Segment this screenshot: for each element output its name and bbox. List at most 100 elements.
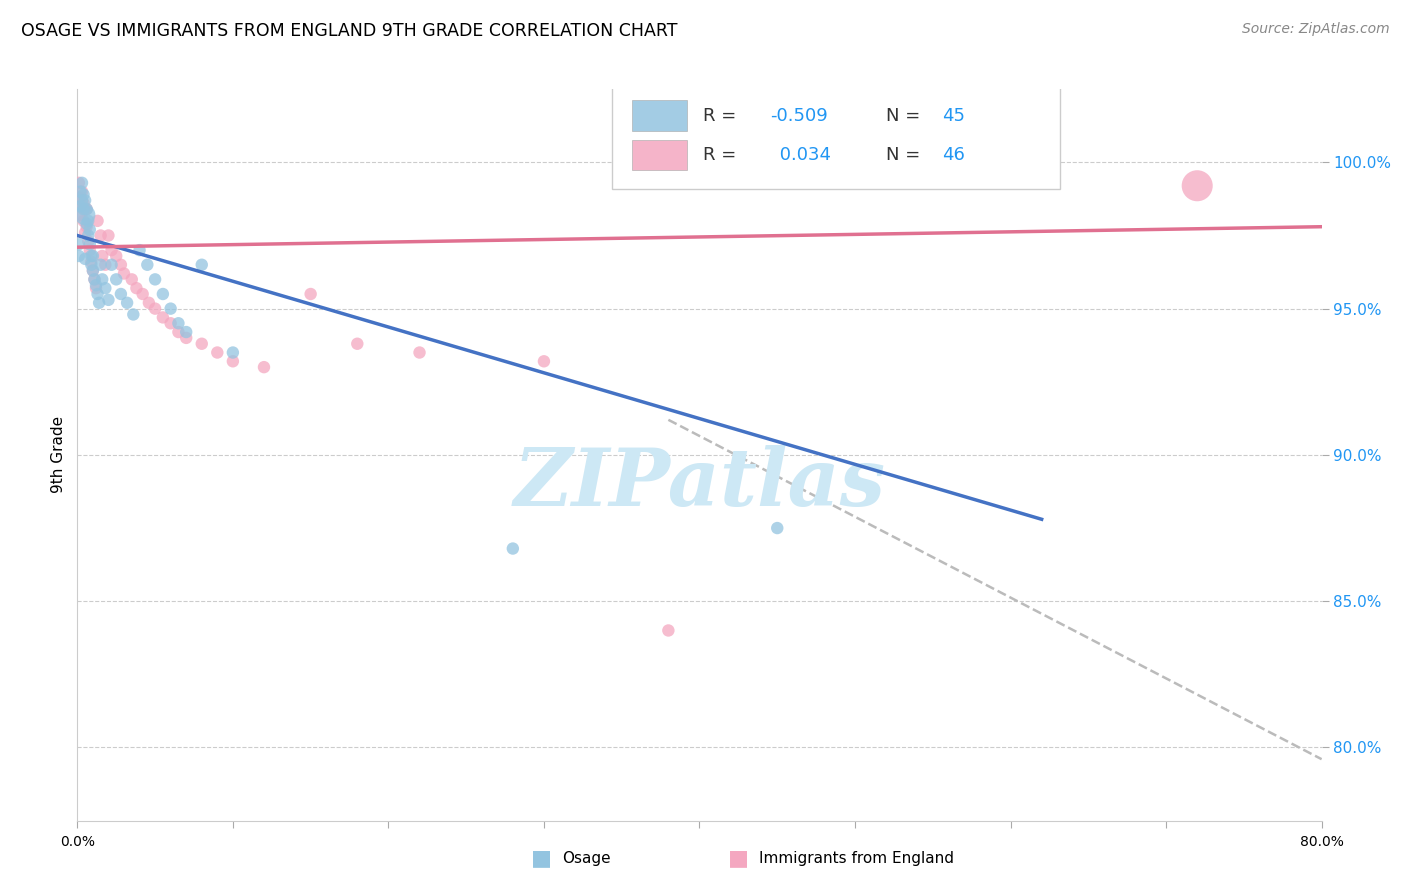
Point (94, 281, 117, 295)
Point (72, 187, 94, 202)
Point (75, 202, 97, 216)
Point (83, 272, 105, 286)
Point (152, 287, 174, 301)
Text: 0.034: 0.034 (775, 146, 831, 164)
Point (657, 624, 679, 638)
Point (97, 228, 120, 243)
Y-axis label: 9th Grade: 9th Grade (51, 417, 66, 493)
Point (79, 243, 101, 257)
Text: N =: N = (886, 146, 927, 164)
Point (70, 194, 93, 208)
Text: ZIPatlas: ZIPatlas (513, 445, 886, 523)
Point (82, 263, 104, 277)
Point (69, 199, 91, 213)
FancyBboxPatch shape (633, 100, 688, 131)
Point (80, 255, 103, 269)
Point (167, 325, 190, 339)
Point (76, 219, 98, 234)
Point (128, 243, 150, 257)
Point (84, 281, 107, 295)
Point (502, 541, 524, 556)
Text: 46: 46 (942, 146, 965, 164)
Text: OSAGE VS IMMIGRANTS FROM ENGLAND 9TH GRADE CORRELATION CHART: OSAGE VS IMMIGRANTS FROM ENGLAND 9TH GRA… (21, 22, 678, 40)
Text: R =: R = (703, 146, 742, 164)
Text: Osage: Osage (562, 851, 612, 865)
Point (159, 301, 181, 316)
Text: ■: ■ (728, 848, 748, 868)
Point (79, 222, 101, 236)
Point (72, 202, 94, 216)
Text: N =: N = (886, 106, 927, 125)
Text: R =: R = (703, 106, 742, 125)
Point (82, 263, 104, 277)
Point (100, 258, 122, 272)
Point (115, 295, 138, 310)
Point (70, 185, 93, 199)
Point (80, 249, 103, 263)
Point (86, 287, 108, 301)
Point (346, 336, 368, 351)
Point (90, 228, 112, 243)
Text: Immigrants from England: Immigrants from England (759, 851, 955, 865)
Point (138, 295, 160, 310)
Point (167, 316, 190, 330)
Point (136, 258, 159, 272)
Point (125, 281, 148, 295)
Point (408, 345, 430, 359)
Point (75, 194, 97, 208)
Text: 80.0%: 80.0% (1299, 835, 1344, 849)
Point (77, 235, 100, 249)
Point (70, 176, 93, 190)
Point (82, 249, 104, 263)
Point (143, 301, 166, 316)
Point (1187, 178, 1209, 193)
Point (77, 228, 100, 243)
Point (112, 267, 135, 281)
Point (80, 258, 103, 272)
Point (253, 360, 276, 375)
Text: -0.509: -0.509 (770, 106, 828, 125)
Point (67, 237, 90, 252)
Point (87, 295, 110, 310)
Point (76, 217, 98, 231)
Point (91, 249, 114, 263)
Point (110, 287, 132, 301)
Point (67, 190, 90, 204)
Text: ■: ■ (531, 848, 551, 868)
Point (191, 336, 214, 351)
Point (90, 258, 112, 272)
Point (174, 325, 197, 339)
Point (110, 258, 132, 272)
Point (152, 310, 174, 325)
Point (299, 287, 322, 301)
Text: 45: 45 (942, 106, 965, 125)
Point (75, 208, 97, 222)
Point (191, 258, 214, 272)
FancyBboxPatch shape (633, 140, 688, 170)
Point (105, 272, 128, 286)
Point (77, 214, 100, 228)
Point (70, 199, 93, 213)
Text: Source: ZipAtlas.com: Source: ZipAtlas.com (1241, 22, 1389, 37)
Point (222, 354, 245, 368)
Point (72, 196, 94, 211)
Point (159, 316, 181, 330)
Point (84, 278, 107, 293)
Point (75, 252, 97, 266)
Point (76, 202, 98, 216)
Point (75, 226, 97, 240)
Point (91, 272, 114, 286)
Point (207, 345, 229, 359)
Point (131, 287, 153, 301)
Point (69, 208, 91, 222)
Point (122, 308, 145, 322)
Point (79, 237, 101, 252)
Point (67, 176, 90, 190)
Point (533, 354, 555, 368)
Point (86, 214, 108, 228)
Point (105, 249, 128, 263)
Point (72, 214, 94, 228)
Point (222, 345, 245, 359)
Point (67, 249, 90, 263)
Point (97, 293, 120, 307)
